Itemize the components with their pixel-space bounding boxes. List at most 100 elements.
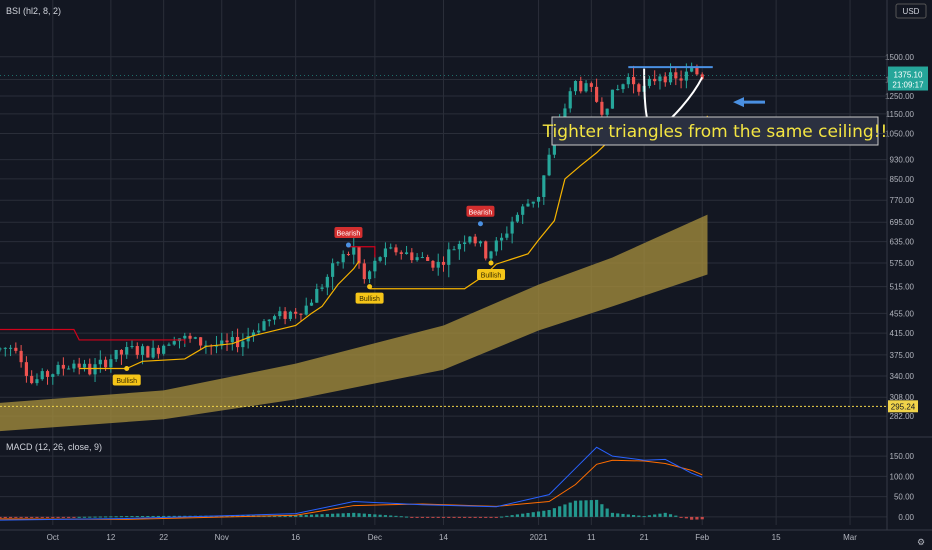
macd-histogram-bar <box>420 516 424 518</box>
candle-body <box>183 335 187 339</box>
candle-body <box>526 203 530 207</box>
price-tick-label: 770.00 <box>890 196 915 205</box>
candle-body <box>272 316 277 320</box>
candle-body <box>3 347 7 349</box>
candle-body <box>658 76 662 82</box>
macd-histogram-bar <box>410 516 414 518</box>
bullish-marker[interactable]: Bullish <box>477 260 506 280</box>
candle-body <box>294 311 298 314</box>
macd-histogram-bar <box>404 516 409 518</box>
candle-body <box>72 363 76 369</box>
macd-histogram-bar <box>494 516 498 518</box>
candle-body <box>331 263 335 277</box>
macd-histogram-bar <box>568 502 572 517</box>
macd-histogram-bar <box>3 516 7 519</box>
marker-label: Bullish <box>359 296 380 303</box>
macd-histogram-bar <box>114 516 118 518</box>
indicator-legend[interactable]: BSI (hl2, 8, 2) <box>6 6 61 16</box>
macd-histogram-bar <box>431 516 435 518</box>
annotation-text: Tighter triangles from the same ceiling!… <box>542 122 888 142</box>
bullish-marker[interactable]: Bullish <box>112 366 141 386</box>
candle-body <box>172 341 176 345</box>
bullish-marker[interactable]: Bullish <box>355 284 384 304</box>
candle-body <box>457 243 461 250</box>
macd-legend[interactable]: MACD (12, 26, close, 9) <box>6 442 102 452</box>
time-tick-label: Nov <box>215 533 229 542</box>
gear-icon[interactable]: ⚙ <box>917 537 925 547</box>
macd-histogram-bar <box>600 504 604 517</box>
candle-body <box>225 340 229 343</box>
candle-body <box>404 252 409 254</box>
candle-body <box>426 257 430 261</box>
candle-body <box>8 347 13 349</box>
candle-body <box>573 80 578 92</box>
macd-histogram-bar <box>478 516 483 518</box>
macd-histogram-bar <box>30 516 34 518</box>
candle-body <box>542 175 546 198</box>
bearish-marker[interactable]: Bearish <box>334 227 363 248</box>
candle-body <box>663 76 667 83</box>
price-tick-label: 635.00 <box>890 238 915 247</box>
signal-markers: Bullish Bearish Bullish Bearish Bullish <box>112 205 506 386</box>
candle-body <box>505 233 509 238</box>
candle-body <box>278 311 282 317</box>
candle-body <box>647 78 651 86</box>
candle-body <box>45 371 50 377</box>
candle-body <box>362 263 366 280</box>
macd-histogram-bar <box>367 513 372 517</box>
macd-histogram-bar <box>362 513 366 517</box>
macd-histogram-bar <box>225 515 229 517</box>
macd-histogram-bar <box>294 515 298 517</box>
bsi-bull-line <box>79 260 360 370</box>
macd-histogram-bar <box>93 516 97 518</box>
annotation-box[interactable]: Tighter triangles from the same ceiling!… <box>542 116 888 146</box>
arrow-left-icon <box>733 97 744 108</box>
macd-histogram-bar <box>647 515 651 517</box>
candle-body <box>679 78 683 81</box>
candle-body <box>431 260 435 268</box>
macd-tick-label: 50.00 <box>894 493 915 502</box>
macd-histogram-bar <box>642 516 646 518</box>
candle-body <box>109 359 113 368</box>
price-tick-label: 515.00 <box>890 283 915 292</box>
macd-histogram-bar <box>426 516 430 518</box>
marker-label: Bearish <box>337 231 361 238</box>
macd-histogram-bar <box>98 516 102 518</box>
candle-body <box>631 77 636 85</box>
time-tick-label: Mar <box>843 533 857 542</box>
candle-body <box>515 214 520 222</box>
candle-body <box>383 248 388 258</box>
price-tick-label: 575.00 <box>890 259 915 268</box>
candle-body <box>257 330 261 333</box>
macd-histogram-bar <box>605 508 609 517</box>
macd-histogram-bar <box>336 513 340 517</box>
macd-histogram-bar <box>130 516 134 518</box>
candle-body <box>668 72 673 83</box>
currency-selector[interactable]: USD <box>895 3 927 19</box>
candle-body <box>441 261 446 265</box>
candle-body <box>40 371 44 380</box>
macd-histogram-bar <box>315 514 319 517</box>
macd-histogram-bar <box>505 515 509 517</box>
marker-bubble <box>355 292 384 304</box>
candle-body <box>24 362 28 376</box>
candle-body <box>325 276 329 288</box>
candle-body <box>436 261 440 268</box>
candle-body <box>394 247 398 253</box>
candle-body <box>600 101 604 115</box>
marker-dot <box>488 260 494 266</box>
bearish-marker[interactable]: Bearish <box>466 205 495 227</box>
candle-body <box>320 287 324 289</box>
candle-body <box>468 236 472 243</box>
candle-body <box>193 337 197 339</box>
candle-body <box>584 83 588 92</box>
macd-histogram-bar <box>88 516 92 518</box>
macd-histogram-bar <box>109 516 113 518</box>
candle-body <box>616 89 620 91</box>
macd-histogram-bar <box>77 516 81 518</box>
candle-body <box>653 78 657 82</box>
macd-histogram-bar <box>700 516 704 520</box>
macd-histogram-bar <box>510 515 514 517</box>
ema-band-fill <box>0 214 708 432</box>
